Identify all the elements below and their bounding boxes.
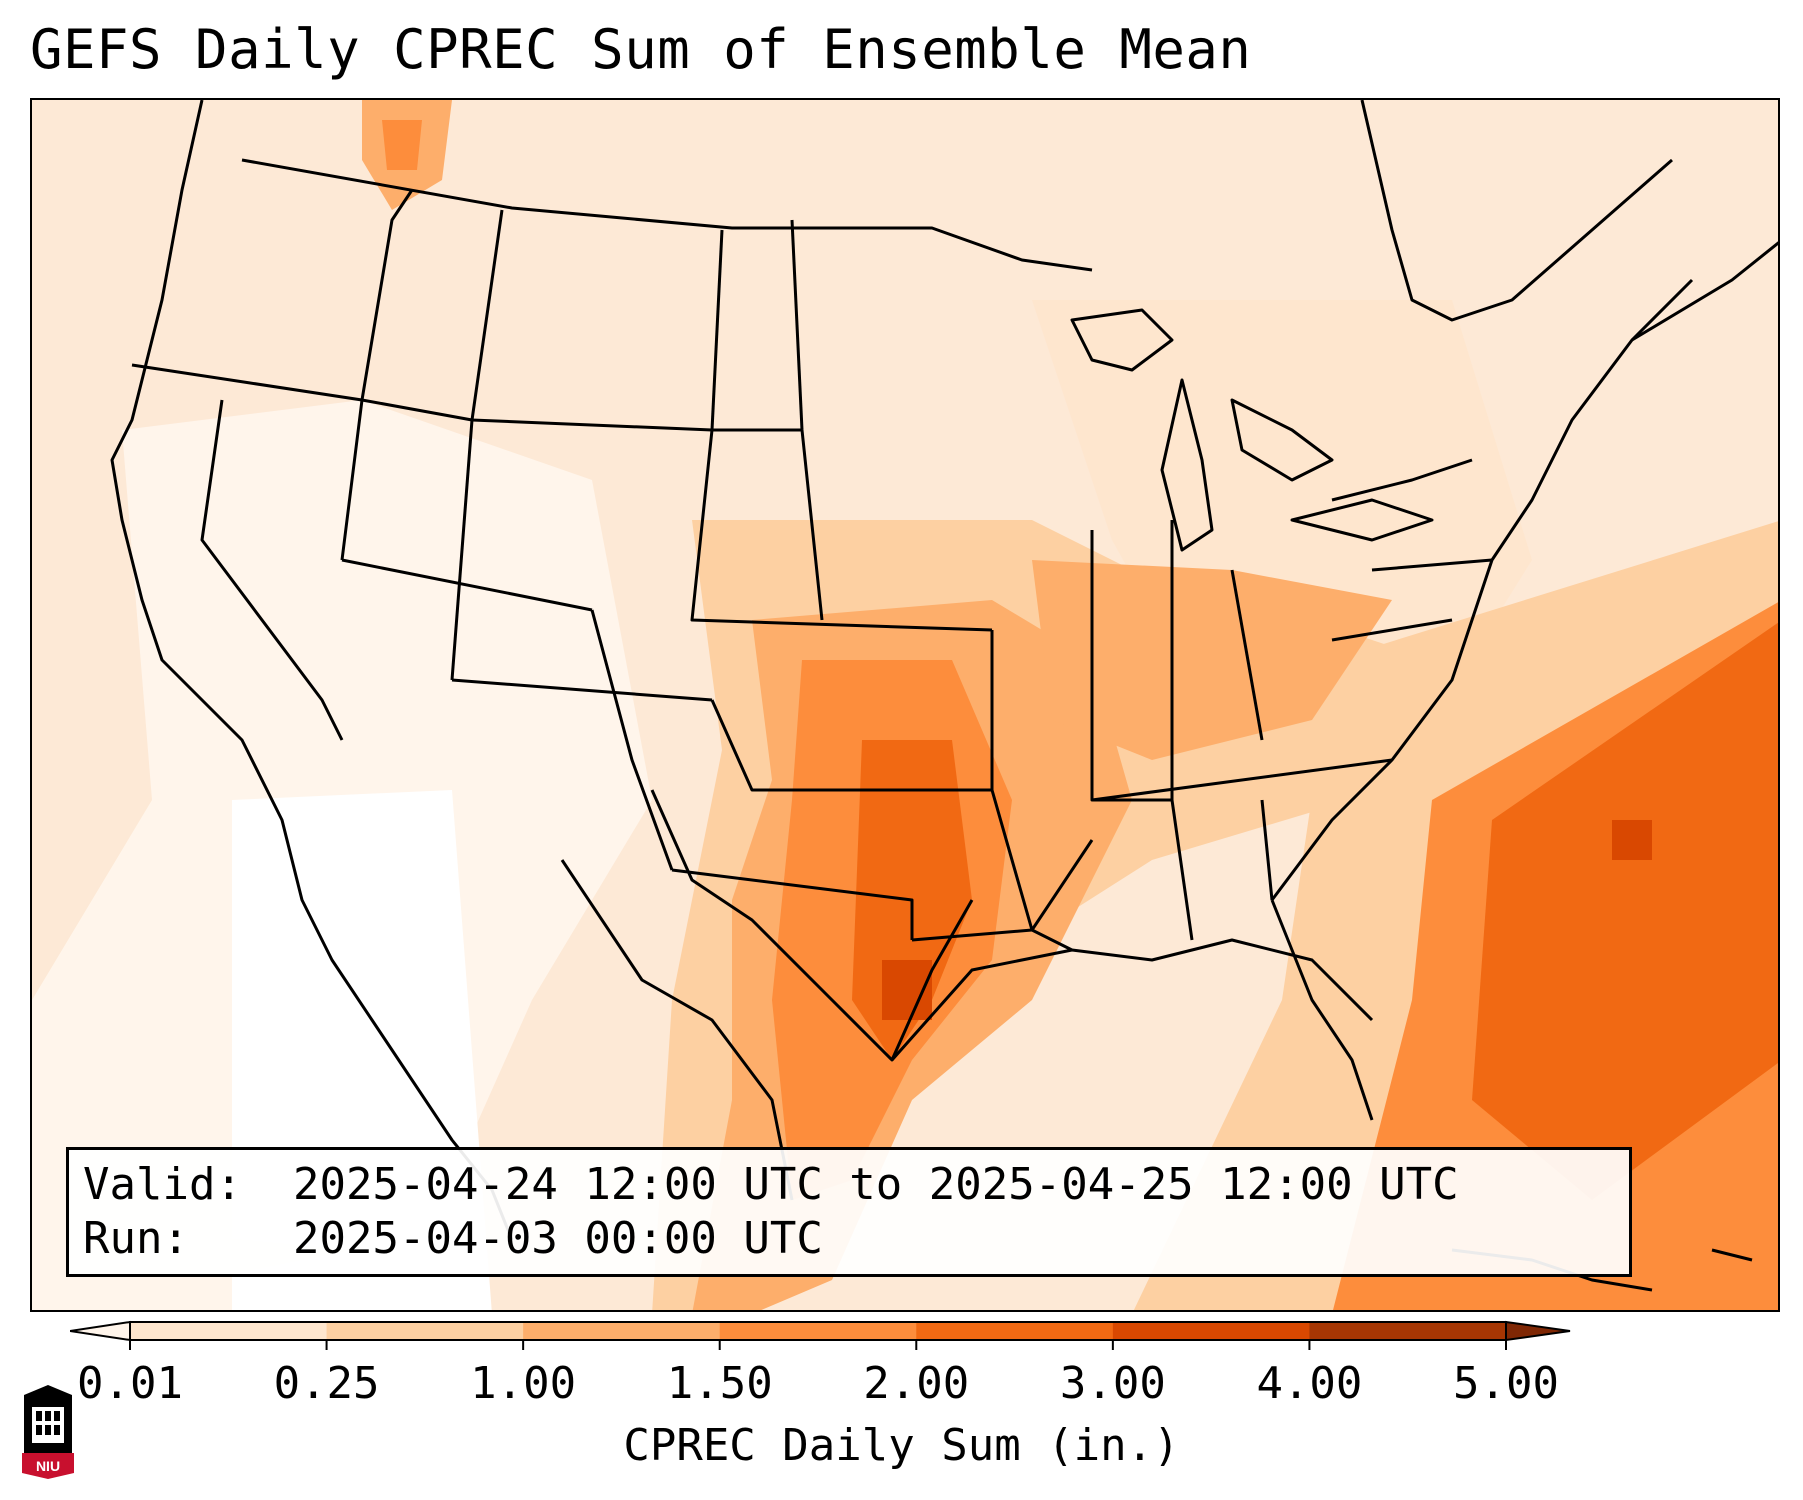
colorbar-title: CPREC Daily Sum (in.) bbox=[623, 1420, 1180, 1471]
colorbar-segment bbox=[719, 1322, 917, 1340]
colorbar bbox=[70, 1320, 1571, 1350]
colorbar-segment bbox=[326, 1322, 524, 1340]
colorbar-segment bbox=[130, 1322, 328, 1340]
run-row: Run: 2025-04-03 00:00 UTC bbox=[83, 1212, 1615, 1266]
colorbar-segments bbox=[70, 1320, 1571, 1342]
colorbar-tick-label: 1.50 bbox=[666, 1358, 773, 1409]
colorbar-extend-low bbox=[70, 1320, 131, 1342]
valid-row: Valid: 2025-04-24 12:00 UTC to 2025-04-25… bbox=[83, 1158, 1615, 1212]
colorbar-tick-label: 5.00 bbox=[1453, 1358, 1559, 1409]
colorbar-segment bbox=[916, 1322, 1114, 1340]
valid-run-box: Valid: 2025-04-24 12:00 UTC to 2025-04-25… bbox=[66, 1147, 1632, 1277]
run-label: Run: bbox=[83, 1213, 189, 1264]
colorbar-segment bbox=[1309, 1322, 1507, 1340]
logo-text: NIU bbox=[36, 1458, 60, 1474]
precipitation-map bbox=[30, 98, 1780, 1312]
colorbar-segment bbox=[523, 1322, 721, 1340]
colorbar-extend-high bbox=[1505, 1320, 1571, 1342]
valid-value: 2025-04-24 12:00 UTC to 2025-04-25 12:00… bbox=[293, 1159, 1459, 1210]
colorbar-tick-label: 1.00 bbox=[470, 1358, 577, 1409]
map-canvas bbox=[32, 100, 1778, 1310]
niu-logo: NIU bbox=[22, 1385, 74, 1479]
colorbar-tick-label: 0.25 bbox=[273, 1358, 380, 1409]
colorbar-tick-label: 2.00 bbox=[863, 1358, 970, 1409]
colorbar-tick-label: 0.01 bbox=[77, 1358, 183, 1409]
run-value: 2025-04-03 00:00 UTC bbox=[293, 1213, 823, 1264]
colorbar-tick-label: 3.00 bbox=[1059, 1358, 1166, 1409]
map-title: GEFS Daily CPREC Sum of Ensemble Mean bbox=[30, 18, 1252, 81]
colorbar-ticks bbox=[129, 1340, 1507, 1350]
precip-shading bbox=[32, 100, 1778, 1310]
colorbar-segment bbox=[1112, 1322, 1310, 1340]
colorbar-outline bbox=[129, 1321, 1507, 1341]
map-boundaries bbox=[110, 100, 1778, 1292]
colorbar-tick-label: 4.00 bbox=[1256, 1358, 1363, 1409]
valid-label: Valid: bbox=[83, 1159, 242, 1210]
